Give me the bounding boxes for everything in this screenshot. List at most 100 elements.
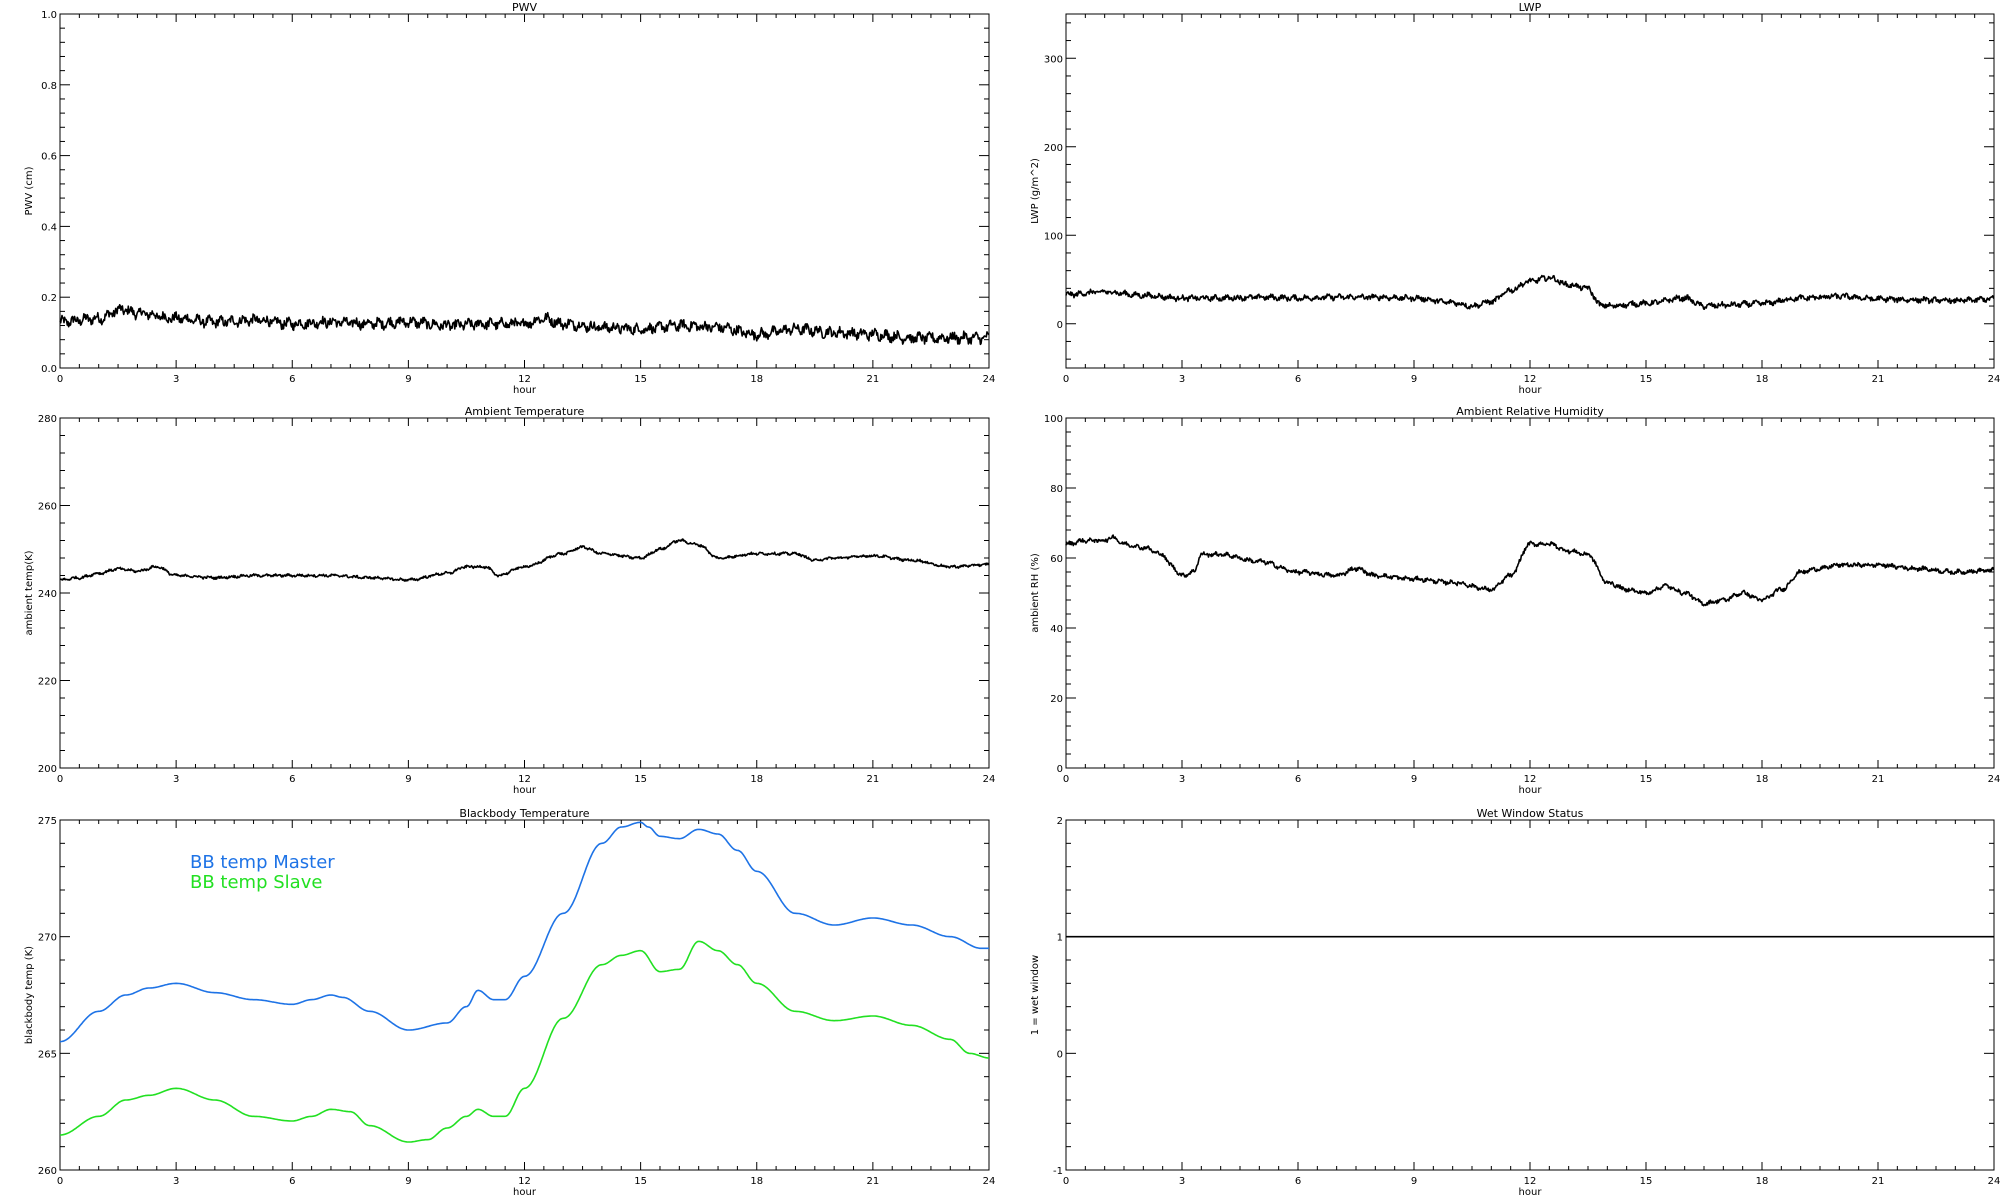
- y-tick-label: 80: [1050, 484, 1063, 495]
- y-axis-label: ambient temp(K): [24, 550, 35, 635]
- y-tick-label: 260: [38, 1166, 57, 1177]
- x-tick-label: 6: [1295, 774, 1301, 785]
- x-tick-label: 15: [1640, 774, 1653, 785]
- y-tick-label: 0.8: [41, 81, 57, 92]
- chart-title: LWP: [1519, 1, 1542, 14]
- x-tick-label: 24: [1988, 374, 2000, 385]
- x-tick-label: 18: [1756, 774, 1769, 785]
- x-tick-label: 12: [518, 774, 531, 785]
- x-tick-label: 9: [405, 774, 411, 785]
- x-tick-label: 18: [750, 1176, 763, 1187]
- y-tick-label: 100: [1044, 414, 1063, 425]
- series-line-bb-temp-master: [59, 821, 989, 1043]
- x-tick-label: 0: [57, 1176, 63, 1187]
- x-tick-label: 12: [518, 1176, 531, 1187]
- y-tick-label: 100: [1044, 231, 1063, 242]
- y-axis-label: blackbody temp (K): [24, 946, 35, 1044]
- y-axis-label: ambient RH (%): [1030, 553, 1041, 633]
- x-tick-label: 24: [983, 1176, 996, 1187]
- x-tick-label: 24: [1988, 774, 2000, 785]
- y-tick-label: 0: [1057, 1049, 1063, 1060]
- x-tick-label: 6: [289, 774, 295, 785]
- x-tick-label: 6: [289, 374, 295, 385]
- y-tick-label: 1.0: [41, 10, 57, 21]
- x-axis-label: hour: [1519, 785, 1543, 796]
- y-tick-label: 40: [1050, 624, 1063, 635]
- x-tick-label: 21: [1872, 1176, 1885, 1187]
- chart-blackbody-temperature: Blackbody Temperature 0 3 6 9 12 15 18 21 24 260 26…: [24, 807, 995, 1198]
- x-tick-label: 18: [1756, 374, 1769, 385]
- x-tick-label: 3: [173, 374, 179, 385]
- y-tick-label: 0: [1057, 764, 1063, 775]
- x-tick-label: 12: [1524, 374, 1537, 385]
- x-tick-label: 9: [405, 374, 411, 385]
- y-tick-label: 240: [38, 589, 57, 600]
- x-tick-label: 18: [1756, 1176, 1769, 1187]
- x-tick-label: 12: [518, 374, 531, 385]
- y-tick-label: 20: [1050, 694, 1063, 705]
- y-tick-label: -1: [1053, 1166, 1063, 1177]
- y-tick-label: 260: [38, 502, 57, 513]
- x-tick-label: 6: [1295, 374, 1301, 385]
- y-tick-label: 0.4: [41, 222, 57, 233]
- x-tick-label: 3: [173, 1176, 179, 1187]
- x-tick-label: 0: [57, 374, 63, 385]
- x-tick-label: 9: [1411, 374, 1417, 385]
- x-tick-label: 9: [1411, 774, 1417, 785]
- x-axis-label: hour: [513, 1187, 537, 1198]
- chart-title: Ambient Relative Humidity: [1456, 405, 1604, 418]
- y-tick-label: 0.6: [41, 152, 57, 163]
- chart-pwv: PWV 0 3 6 9 12 15 18 21 24 0.0 0.2 0.4 0.6 0.8 1.0 hour P…: [24, 1, 995, 396]
- y-axis-label: PWV (cm): [24, 166, 35, 215]
- y-tick-label: 220: [38, 677, 57, 688]
- y-tick-label: 280: [38, 414, 57, 425]
- y-axis-label: 1 = wet window: [1030, 955, 1041, 1035]
- x-tick-label: 15: [1640, 1176, 1653, 1187]
- plot-frame: [1065, 819, 1995, 1171]
- y-tick-label: 1: [1057, 933, 1063, 944]
- x-tick-label: 24: [1988, 1176, 2000, 1187]
- series-line-0: [1065, 274, 1995, 310]
- x-tick-label: 3: [173, 774, 179, 785]
- plot-frame: [59, 417, 990, 769]
- y-tick-label: 200: [1044, 143, 1063, 154]
- x-tick-label: 15: [634, 374, 647, 385]
- series-line-0: [1065, 534, 1995, 607]
- x-axis-label: hour: [1519, 385, 1543, 396]
- x-tick-label: 15: [634, 1176, 647, 1187]
- y-tick-label: 0.0: [41, 364, 57, 375]
- x-tick-label: 6: [289, 1176, 295, 1187]
- x-axis-label: hour: [1519, 1187, 1543, 1198]
- x-tick-label: 12: [1524, 774, 1537, 785]
- legend-entry-bb-temp-slave: BB temp Slave: [190, 872, 322, 893]
- chart-title: Wet Window Status: [1477, 807, 1584, 820]
- chart-ambient-temperature: Ambient Temperature 0 3 6 9 12 15 18 21 24 200 220 2…: [24, 405, 995, 796]
- y-tick-label: 300: [1044, 54, 1063, 65]
- chart-title: Ambient Temperature: [465, 405, 585, 418]
- x-tick-label: 21: [1872, 774, 1885, 785]
- y-axis-label: LWP (g/m^2): [1030, 158, 1041, 224]
- x-tick-label: 21: [867, 774, 880, 785]
- x-tick-label: 18: [750, 774, 763, 785]
- x-axis-label: hour: [513, 385, 537, 396]
- chart-title: PWV: [512, 1, 538, 14]
- x-tick-label: 0: [1063, 1176, 1069, 1187]
- chart-lwp: LWP 0 3 6 9 12 15 18 21 24 0 100 200 300 hour LWP (g/m^…: [1030, 1, 2000, 396]
- x-tick-label: 0: [57, 774, 63, 785]
- series-line-0: [59, 538, 990, 582]
- x-tick-label: 15: [634, 774, 647, 785]
- y-tick-label: 0.2: [41, 293, 57, 304]
- y-tick-label: 0: [1057, 320, 1063, 331]
- chart-title: Blackbody Temperature: [459, 807, 589, 820]
- chart-ambient-relative-humidity: Ambient Relative Humidity 0 3 6 9 12 15 18 21 24 0…: [1030, 405, 2000, 796]
- x-tick-label: 3: [1179, 1176, 1185, 1187]
- x-axis-label: hour: [513, 785, 537, 796]
- x-tick-label: 9: [1411, 1176, 1417, 1187]
- plot-frame: [1065, 13, 1995, 369]
- y-tick-label: 2: [1057, 816, 1063, 827]
- y-tick-label: 60: [1050, 554, 1063, 565]
- x-tick-label: 9: [405, 1176, 411, 1187]
- x-tick-label: 21: [867, 1176, 880, 1187]
- y-tick-label: 270: [38, 933, 57, 944]
